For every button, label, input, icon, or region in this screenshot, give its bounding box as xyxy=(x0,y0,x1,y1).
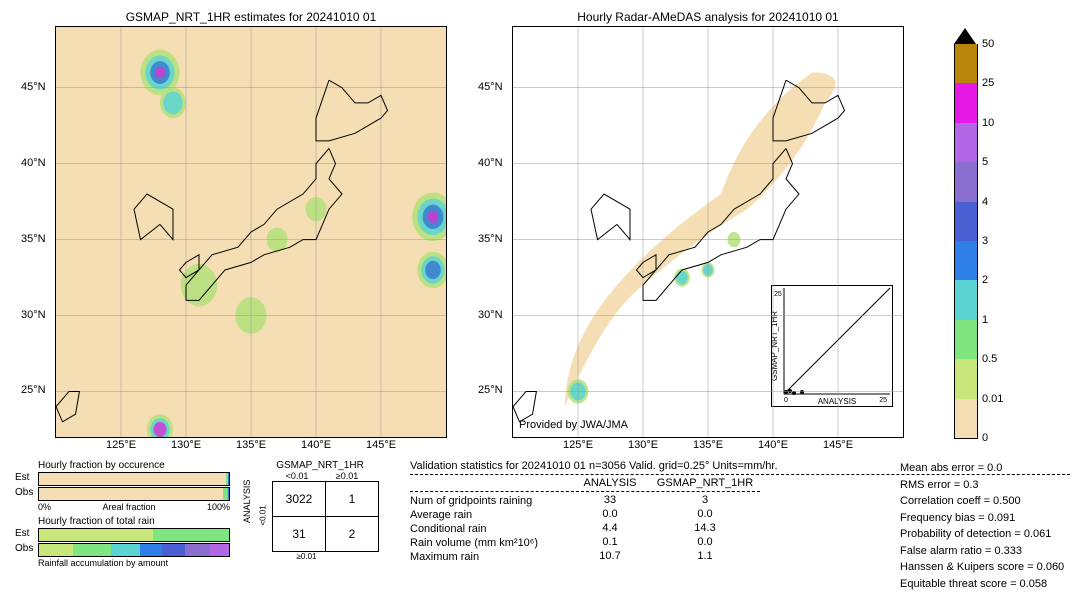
maps-row: GSMAP_NRT_1HR estimates for 20241010 01 … xyxy=(10,10,1070,450)
right-map: Provided by JWA/JMA ANALYSIS GSMAP_NRT_1… xyxy=(512,26,904,438)
occurrence-est-bar: Est xyxy=(38,472,230,486)
fraction-bars: Hourly fraction by occurence Est Obs 0% … xyxy=(10,460,230,568)
left-map-panel: GSMAP_NRT_1HR estimates for 20241010 01 … xyxy=(55,10,447,450)
totalrain-caption: Rainfall accumulation by amount xyxy=(38,558,230,568)
right-map-panel: Hourly Radar-AMeDAS analysis for 2024101… xyxy=(512,10,904,450)
totalrain-title: Hourly fraction of total rain xyxy=(38,516,230,527)
colorbar: 502510543210.50.010 xyxy=(954,28,976,438)
left-map: 125°E130°E135°E140°E145°E25°N30°N35°N40°… xyxy=(55,26,447,438)
totalrain-est-bar: Est xyxy=(38,528,230,542)
right-map-title: Hourly Radar-AMeDAS analysis for 2024101… xyxy=(512,10,904,24)
validation-stats: Validation statistics for 20241010 01 n=… xyxy=(410,460,1070,568)
contingency-table: GSMAP_NRT_1HR ANALYSIS <0.01 ≥0.01 <0.01… xyxy=(240,460,400,568)
totalrain-obs-bar: Obs xyxy=(38,543,230,557)
occurrence-obs-bar: Obs xyxy=(38,487,230,501)
bottom-row: Hourly fraction by occurence Est Obs 0% … xyxy=(10,460,1070,568)
occurrence-title: Hourly fraction by occurence xyxy=(38,460,230,471)
left-map-title: GSMAP_NRT_1HR estimates for 20241010 01 xyxy=(55,10,447,24)
